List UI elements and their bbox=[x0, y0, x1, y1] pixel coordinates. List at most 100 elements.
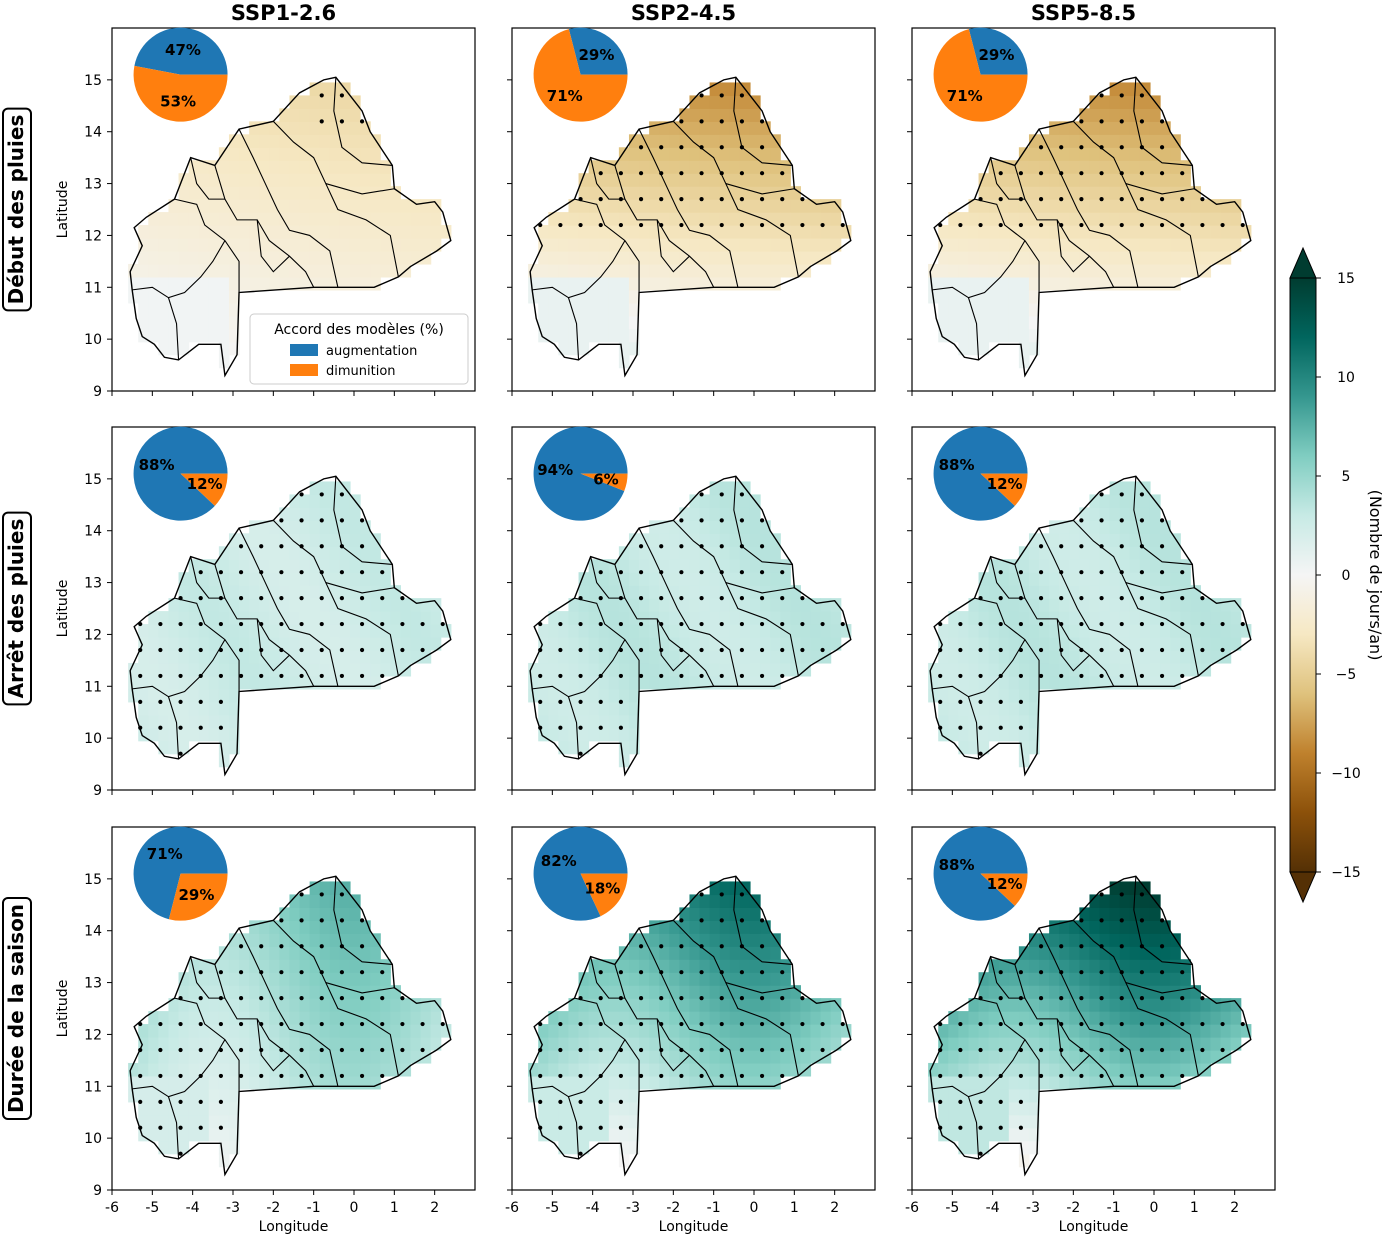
map-cell bbox=[649, 624, 660, 638]
map-cell bbox=[390, 238, 401, 252]
map-cell bbox=[360, 675, 371, 690]
region-boundary bbox=[656, 1018, 690, 1072]
significance-dot bbox=[279, 970, 284, 975]
map-cell bbox=[138, 263, 149, 278]
pie-label-dimunition: 12% bbox=[187, 475, 223, 493]
map-cell bbox=[218, 714, 230, 729]
map-cell bbox=[249, 238, 260, 252]
map-cell bbox=[1109, 481, 1121, 496]
map-cell bbox=[679, 546, 691, 560]
map-cell bbox=[770, 946, 781, 960]
map-cell bbox=[339, 946, 351, 960]
significance-dot bbox=[1159, 621, 1165, 627]
map-cell bbox=[339, 160, 351, 174]
map-cell bbox=[1069, 649, 1080, 664]
map-cell bbox=[689, 675, 701, 690]
map-cell bbox=[639, 959, 650, 973]
significance-dot bbox=[719, 492, 724, 497]
map-cell bbox=[1079, 1049, 1091, 1064]
map-cell bbox=[329, 520, 341, 534]
region-boundary bbox=[190, 956, 225, 999]
map-cell bbox=[329, 894, 341, 908]
map-cell bbox=[178, 186, 190, 200]
map-cell bbox=[208, 714, 220, 729]
map-cell bbox=[1079, 585, 1091, 599]
map-cell bbox=[1099, 134, 1111, 148]
map-cell bbox=[548, 250, 559, 265]
map-cell bbox=[259, 1075, 270, 1090]
map-cell bbox=[578, 688, 590, 703]
significance-dot bbox=[1159, 673, 1165, 679]
map-cell bbox=[319, 598, 331, 612]
map-cell bbox=[138, 302, 149, 317]
map-cell bbox=[329, 933, 341, 947]
map-cell bbox=[269, 199, 280, 213]
map-cell bbox=[699, 611, 711, 625]
column-title-1: SSP1-2.6 bbox=[231, 1, 336, 25]
significance-dot bbox=[679, 544, 684, 549]
map-cell bbox=[649, 611, 660, 625]
map-cell bbox=[998, 315, 1010, 330]
map-cell bbox=[188, 688, 200, 703]
map-cell bbox=[729, 1049, 741, 1064]
map-cell bbox=[1119, 121, 1131, 135]
map-cell bbox=[218, 727, 230, 742]
map-cell bbox=[998, 572, 1010, 586]
map-cell bbox=[148, 1062, 159, 1077]
map-cell bbox=[649, 985, 660, 999]
map-cell bbox=[1180, 1062, 1191, 1077]
map-cell bbox=[299, 1075, 311, 1090]
significance-dot bbox=[359, 673, 365, 679]
map-cell bbox=[978, 1127, 990, 1142]
map-cell bbox=[1099, 250, 1111, 265]
map-cell bbox=[649, 186, 660, 200]
map-cell bbox=[1129, 238, 1141, 252]
map-cell bbox=[1170, 649, 1181, 664]
map-cell bbox=[1039, 972, 1050, 986]
map-cell bbox=[598, 315, 610, 330]
map-cell bbox=[739, 238, 751, 252]
map-cell bbox=[679, 238, 691, 252]
map-cell bbox=[329, 225, 341, 239]
significance-dot bbox=[238, 647, 244, 653]
significance-dot bbox=[638, 596, 644, 601]
map-cell bbox=[978, 1037, 990, 1051]
significance-dot bbox=[1079, 996, 1084, 1001]
map-cell bbox=[749, 946, 761, 960]
map-cell bbox=[1119, 494, 1131, 508]
map-cell bbox=[948, 624, 959, 638]
map-cell bbox=[719, 1075, 731, 1090]
map-cell bbox=[669, 134, 680, 148]
map-cell bbox=[1200, 199, 1212, 213]
map-cell bbox=[1160, 662, 1171, 677]
map-cell bbox=[1018, 637, 1030, 651]
region-boundary bbox=[214, 165, 315, 288]
map-cell bbox=[739, 985, 751, 999]
map-cell bbox=[760, 946, 771, 960]
map-cell bbox=[568, 302, 580, 317]
map-cell bbox=[709, 585, 721, 599]
map-cell bbox=[208, 173, 220, 187]
map-cell bbox=[1210, 598, 1222, 612]
map-cell bbox=[1149, 212, 1161, 226]
map-cell bbox=[1119, 907, 1131, 921]
map-cell bbox=[719, 611, 731, 625]
map-cell bbox=[659, 173, 670, 187]
map-cell bbox=[1160, 572, 1171, 586]
map-cell bbox=[249, 1062, 260, 1077]
map-cell bbox=[138, 1127, 149, 1142]
map-cell bbox=[1210, 250, 1222, 265]
map-cell bbox=[709, 225, 721, 239]
map-cell bbox=[1089, 1075, 1101, 1090]
map-cell bbox=[239, 1037, 250, 1051]
significance-dot bbox=[719, 93, 724, 98]
map-cell bbox=[178, 1140, 190, 1155]
map-cell bbox=[1069, 933, 1080, 947]
significance-dot bbox=[380, 1021, 385, 1027]
map-cell bbox=[178, 1114, 190, 1129]
map-cell bbox=[598, 1024, 610, 1038]
map-cell bbox=[148, 1088, 159, 1103]
map-cell bbox=[370, 624, 381, 638]
map-cell bbox=[608, 1114, 620, 1129]
significance-dot bbox=[1200, 996, 1205, 1001]
